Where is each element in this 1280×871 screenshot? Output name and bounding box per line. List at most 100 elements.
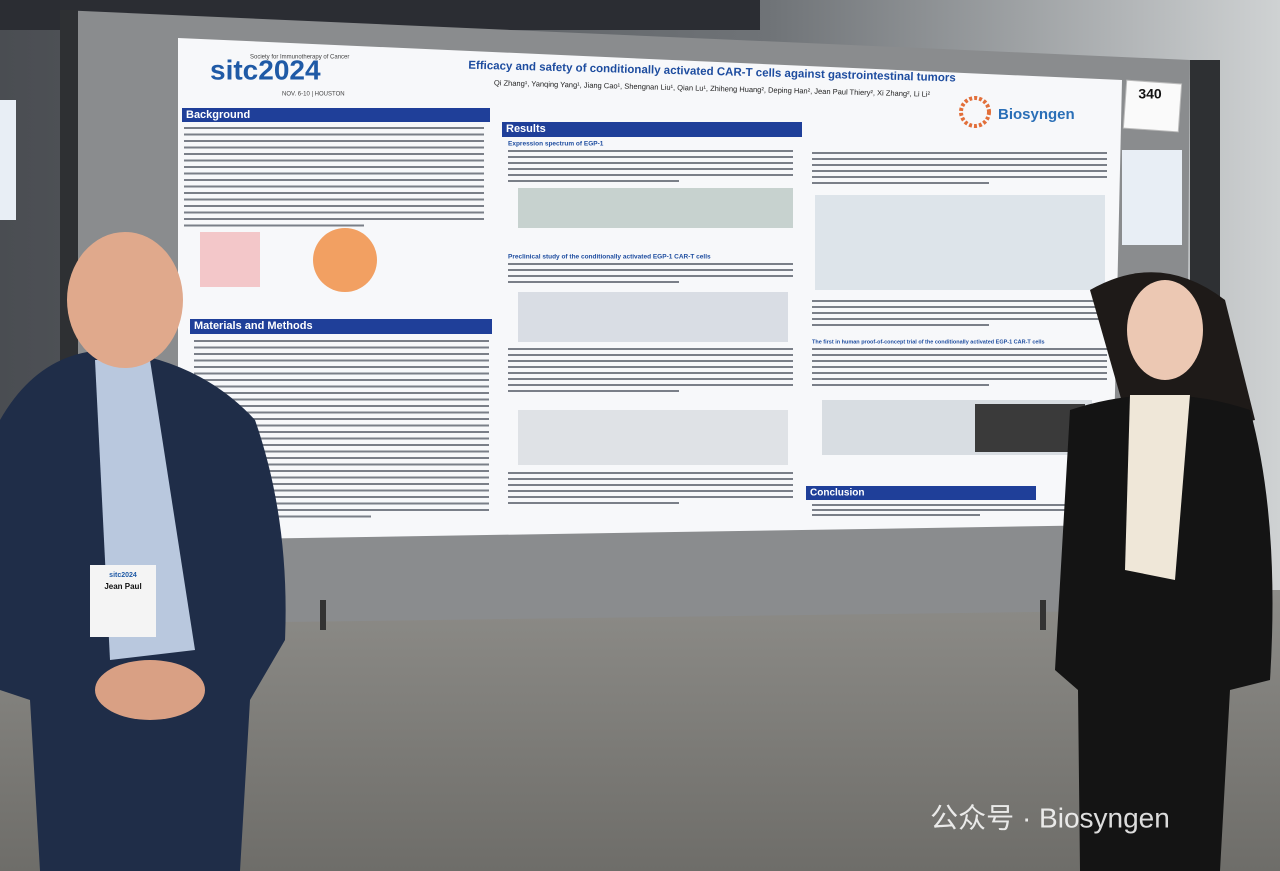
text-line [194, 340, 489, 342]
board-leg [320, 600, 326, 630]
text-line [184, 133, 484, 136]
text-line [508, 150, 793, 152]
text-line [508, 360, 793, 362]
figure [313, 228, 377, 292]
person-scarf [1125, 395, 1190, 580]
text-line [508, 496, 793, 498]
text-line [508, 484, 793, 486]
figure [518, 188, 793, 228]
text-line [508, 174, 793, 176]
figure [815, 195, 1105, 290]
text-line [194, 470, 489, 472]
company-name: Biosyngen [998, 106, 1075, 123]
side-flyer [0, 100, 16, 220]
text-line [184, 140, 484, 142]
text-line [194, 359, 489, 362]
body-text [184, 127, 1107, 518]
text-line [812, 318, 1107, 320]
text-line [184, 179, 484, 181]
text-line [184, 159, 484, 162]
text-line [194, 509, 489, 511]
subheading: The first in human proof-of-concept tria… [812, 339, 1045, 345]
text-line [812, 514, 980, 516]
text-line [812, 360, 1107, 362]
text-line [194, 411, 489, 414]
text-line [508, 478, 793, 480]
board-number: 340 [1138, 86, 1162, 102]
figure [200, 232, 260, 287]
text-line [184, 224, 364, 227]
badge-event: sitc2024 [109, 572, 137, 579]
text-line [184, 205, 484, 207]
text-line [184, 146, 484, 149]
text-line [812, 170, 1107, 172]
text-line [184, 166, 484, 168]
watermark: 公众号 · Biosyngen [930, 802, 1170, 833]
text-line [194, 457, 489, 459]
text-line [194, 398, 489, 401]
lanyard-badge [90, 565, 156, 637]
text-line [184, 192, 484, 194]
text-line [508, 354, 793, 356]
text-line [194, 424, 489, 427]
text-line [812, 509, 1092, 511]
text-line [812, 384, 989, 386]
text-line [184, 153, 484, 155]
text-line [508, 348, 793, 350]
text-line [508, 390, 679, 392]
text-line [194, 483, 489, 485]
text-line [194, 353, 489, 355]
text-line [812, 300, 1107, 302]
text-line [508, 472, 793, 474]
logo-subtitle: Society for Immunotherapy of Cancer [250, 55, 349, 61]
text-line [508, 372, 793, 374]
text-line [194, 476, 489, 479]
text-line [194, 496, 489, 498]
text-line [812, 164, 1107, 166]
text-line [812, 354, 1107, 356]
text-line [194, 450, 489, 453]
text-line [812, 366, 1107, 368]
section-heading: Background [186, 109, 250, 121]
section-heading: Results [506, 123, 546, 135]
text-line [194, 405, 489, 407]
board-number-card [1122, 79, 1183, 133]
text-line [194, 385, 489, 388]
text-line [184, 185, 484, 188]
text-line [508, 275, 793, 277]
text-line [194, 489, 489, 492]
text-line [194, 392, 489, 394]
board-leg [1040, 600, 1046, 630]
text-line [812, 152, 1107, 154]
logo-date: NOV. 6-10 | HOUSTON [282, 92, 345, 98]
text-line [508, 366, 793, 368]
text-line [508, 156, 793, 158]
text-line [194, 418, 489, 420]
section-bar [806, 486, 1036, 500]
text-line [812, 182, 989, 184]
text-line [194, 502, 489, 505]
text-line [194, 431, 489, 433]
company-logo-mark [959, 96, 991, 128]
figure [518, 292, 788, 342]
figure [518, 410, 788, 465]
text-line [812, 504, 1092, 506]
text-line [184, 198, 484, 201]
text-line [194, 379, 489, 381]
text-line [184, 127, 484, 129]
section-heading: Conclusion [810, 488, 864, 499]
text-line [508, 263, 793, 265]
person-head [1127, 280, 1203, 380]
text-line [812, 158, 1107, 160]
text-line [508, 384, 793, 386]
text-line [812, 312, 1107, 314]
section-heading: Materials and Methods [194, 320, 313, 332]
text-line [508, 378, 793, 380]
person-blazer [1055, 395, 1273, 871]
text-line [194, 346, 489, 349]
text-line [194, 372, 489, 375]
text-line [194, 366, 489, 368]
section-bar [190, 319, 492, 334]
